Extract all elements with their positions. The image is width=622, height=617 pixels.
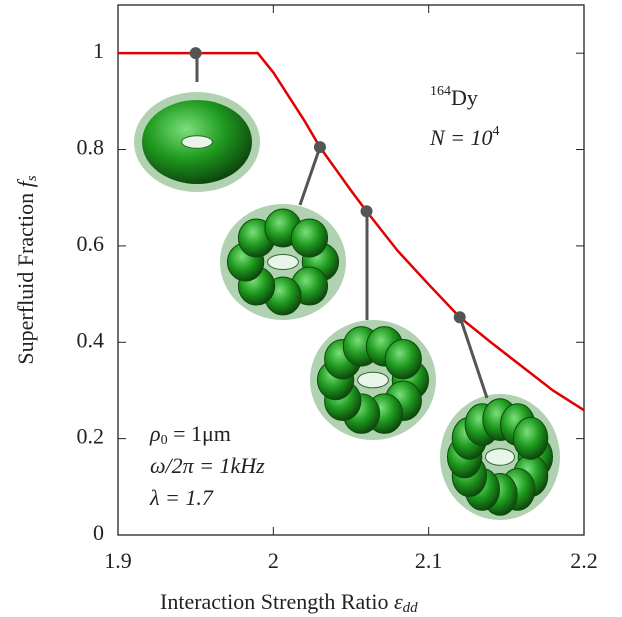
- connector: [458, 316, 489, 399]
- torus-blob: [384, 338, 422, 380]
- marker: [313, 141, 326, 154]
- torus: [220, 204, 346, 320]
- y-tick-label: 0.8: [77, 135, 105, 160]
- rho-rest: = 1μm: [168, 421, 231, 446]
- torus-blob: [290, 218, 329, 258]
- marker: [189, 47, 202, 60]
- torus-hole: [357, 371, 389, 389]
- annotation-n: N = 104: [429, 124, 500, 150]
- annotation-omega: ω/2π = 1kHz: [150, 453, 265, 478]
- x-axis-label: Interaction Strength Ratio εdd: [160, 589, 418, 616]
- rho: ρ: [149, 421, 161, 446]
- axes-frame: [117, 4, 585, 536]
- y-tick-label: 1: [93, 38, 104, 63]
- y-tick-label: 0.2: [77, 424, 105, 449]
- x-tick-label: 2.2: [570, 548, 598, 573]
- y-tick-label: 0.4: [77, 327, 105, 352]
- x-tick-label: 2.1: [415, 548, 443, 573]
- x-tick-label: 1.9: [104, 548, 132, 573]
- connector: [298, 146, 322, 206]
- x-label-sub: dd: [403, 600, 419, 616]
- torus-illustrations: [134, 92, 560, 520]
- annotation-species: 164Dy: [430, 84, 478, 110]
- n-sup: 4: [493, 124, 500, 139]
- y-label-var: f: [13, 178, 38, 187]
- y-axis-label: Superfluid Fraction fs: [13, 175, 40, 364]
- curve: [118, 51, 585, 412]
- rho-sub: 0: [161, 433, 168, 448]
- torus: [310, 320, 436, 440]
- marker: [360, 205, 373, 218]
- torus-hole: [484, 448, 516, 466]
- torus-hole: [181, 135, 213, 149]
- species-text: Dy: [451, 85, 478, 110]
- x-tick-label: 2: [268, 548, 279, 573]
- annotation-lambda: λ = 1.7: [149, 485, 214, 510]
- y-label-text: Superfluid Fraction: [13, 193, 38, 365]
- torus: [440, 394, 560, 520]
- torus: [134, 92, 260, 192]
- y-tick-label: 0.6: [77, 231, 105, 256]
- species-sup: 164: [430, 84, 451, 99]
- plot-area: 1.9 2 2.1 2.2 0 0.2 0.4 0.6 0.8 1: [77, 4, 598, 573]
- torus-blob: [512, 416, 549, 460]
- x-label-var: ε: [394, 589, 403, 614]
- y-tick-label: 0: [93, 520, 104, 545]
- marker: [453, 311, 466, 324]
- x-label-text: Interaction Strength Ratio: [160, 589, 389, 614]
- annotation-rho: ρ0 = 1μm: [149, 421, 231, 448]
- torus-hole: [267, 254, 299, 270]
- n-text: N = 10: [429, 125, 493, 150]
- y-label-sub: s: [24, 175, 40, 181]
